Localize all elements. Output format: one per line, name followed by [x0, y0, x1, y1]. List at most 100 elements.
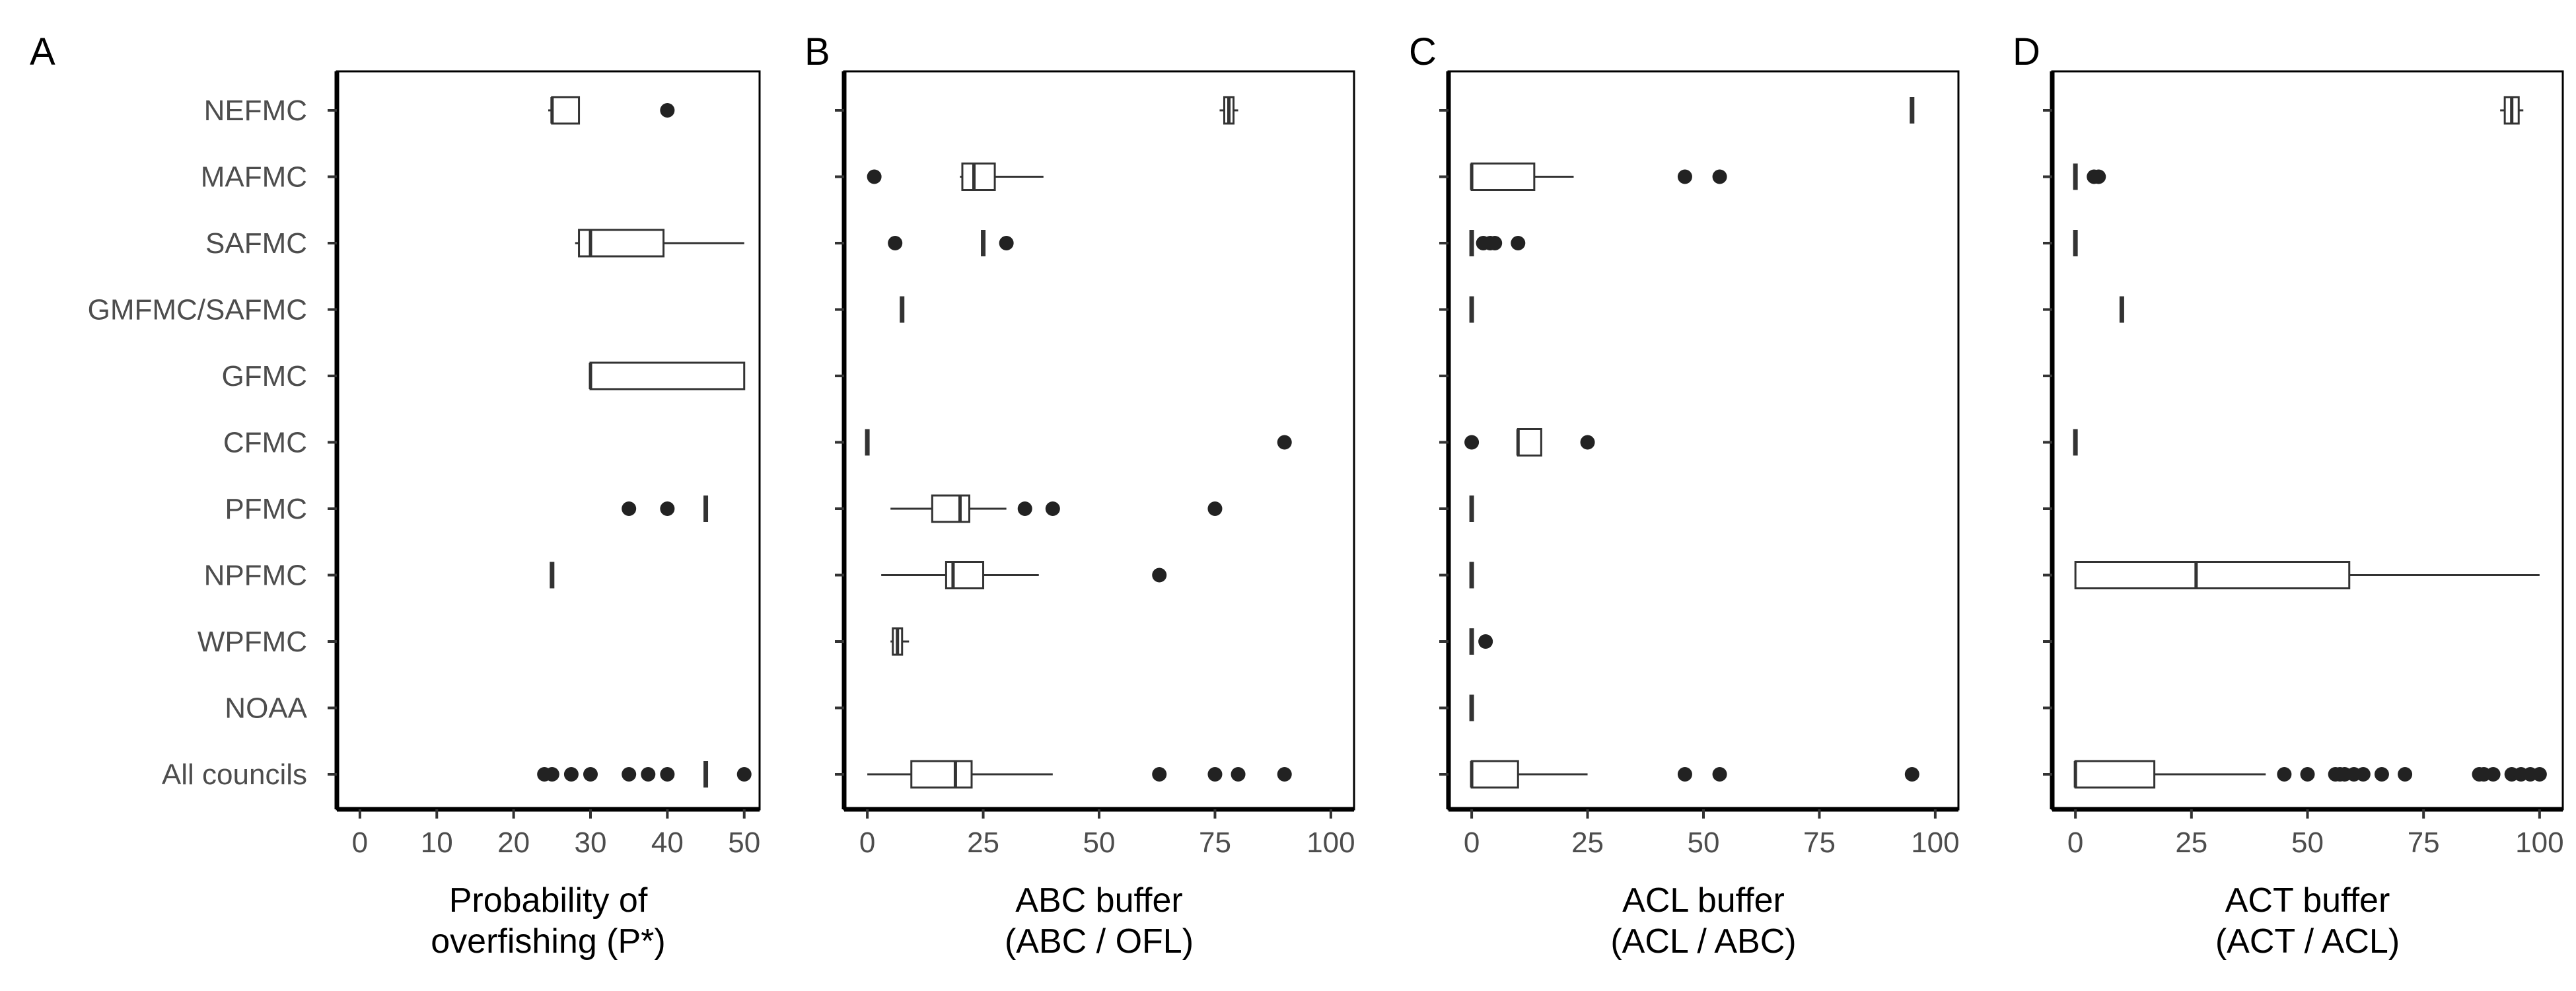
- outlier-point: [2091, 169, 2106, 184]
- outlier-point: [1152, 568, 1167, 583]
- box-b-mafmc: [867, 163, 1044, 191]
- outlier-point: [999, 236, 1014, 250]
- iqr-box: [2074, 760, 2156, 789]
- x-tick-label: 30: [575, 826, 607, 859]
- x-axis-title-line-1: ACL buffer: [1622, 881, 1785, 920]
- outlier-point: [1017, 501, 1032, 516]
- x-tick-label: 25: [2175, 826, 2207, 859]
- outlier-point: [660, 767, 675, 782]
- iqr-box: [961, 163, 996, 191]
- category-label-pfmc: PFMC: [225, 493, 307, 525]
- box-d-npfmc: [2074, 561, 2540, 589]
- outlier-point: [563, 767, 579, 782]
- x-tick-label: 0: [352, 826, 368, 859]
- panel-frame: [2051, 70, 2564, 811]
- box-a-all-councils: [537, 761, 752, 788]
- outlier-point: [867, 169, 882, 184]
- outlier-point: [1904, 767, 1919, 782]
- box-c-cfmc: [1464, 428, 1595, 457]
- category-label-cfmc: CFMC: [223, 427, 307, 459]
- x-tick-label: 25: [967, 826, 999, 859]
- x-tick-label: 50: [728, 826, 760, 859]
- outlier-point: [1511, 236, 1526, 250]
- x-tick-label: 50: [1688, 826, 1720, 859]
- outlier-point: [1712, 767, 1727, 782]
- x-tick-label: 100: [2515, 826, 2563, 859]
- outlier-point: [888, 236, 903, 250]
- iqr-box: [910, 760, 973, 789]
- box-a-gfmc: [589, 361, 746, 390]
- category-label-safmc: SAFMC: [205, 227, 307, 260]
- x-tick-label: 0: [1464, 826, 1480, 859]
- x-axis-title-line-2: (ABC / OFL): [1005, 922, 1194, 961]
- category-label-all-councils: All councils: [162, 758, 307, 791]
- iqr-box: [589, 361, 746, 390]
- outlier-point: [1712, 169, 1727, 184]
- box-a-safmc: [575, 229, 744, 258]
- outlier-point: [660, 103, 675, 118]
- x-axis-title-line-2: (ACT / ACL): [2215, 922, 2400, 961]
- outlier-point: [1045, 501, 1060, 516]
- outlier-point: [2398, 767, 2413, 782]
- x-tick-label: 40: [651, 826, 684, 859]
- outlier-point: [1277, 767, 1292, 782]
- box-c-all-councils: [1470, 760, 1919, 789]
- box-d-mafmc: [2073, 163, 2106, 190]
- x-axis-title-line-2: (ACL / ABC): [1610, 922, 1796, 961]
- outlier-point: [622, 501, 637, 516]
- outlier-point: [1677, 767, 1692, 782]
- category-label-gmfmc-safmc: GMFMC/SAFMC: [88, 294, 307, 326]
- x-tick-label: 20: [497, 826, 530, 859]
- outlier-point: [641, 767, 656, 782]
- x-tick-label: 100: [1911, 826, 1959, 859]
- category-label-npfmc: NPFMC: [204, 560, 307, 592]
- outlier-point: [1677, 169, 1692, 184]
- box-b-safmc: [888, 230, 1014, 256]
- x-axis-title-line-1: ACT buffer: [2225, 881, 2390, 920]
- iqr-box: [931, 494, 970, 523]
- outlier-point: [583, 767, 598, 782]
- box-b-pfmc: [890, 494, 1223, 523]
- x-tick-label: 10: [421, 826, 453, 859]
- outlier-point: [1464, 435, 1480, 450]
- iqr-box: [1470, 760, 1519, 789]
- box-b-all-councils: [867, 760, 1292, 789]
- iqr-box: [551, 96, 581, 125]
- outlier-point: [622, 767, 637, 782]
- outlier-point: [1580, 435, 1595, 450]
- x-tick-label: 0: [859, 826, 875, 859]
- outlier-point: [2374, 767, 2389, 782]
- panel-letter-d: D: [2013, 30, 2040, 73]
- box-c-safmc: [1469, 230, 1526, 256]
- outlier-point: [544, 767, 559, 782]
- outlier-point: [1207, 767, 1223, 782]
- outlier-point: [1277, 435, 1292, 450]
- x-tick-label: 75: [1199, 826, 1231, 859]
- panel-d: D 0 25 50 75 100 ACT buffer(ACT / ACL): [2013, 30, 2564, 961]
- box-d-all-councils: [2073, 760, 2547, 789]
- box-c-mafmc: [1470, 163, 1727, 191]
- outlier-point: [2355, 767, 2371, 782]
- outlier-point: [660, 501, 675, 516]
- x-tick-label: 25: [1571, 826, 1604, 859]
- panel-letter-c: C: [1409, 30, 1437, 73]
- box-b-wpfmc: [890, 627, 910, 656]
- outlier-point: [1152, 767, 1167, 782]
- x-tick-label: 75: [1803, 826, 1836, 859]
- outlier-point: [1207, 501, 1223, 516]
- outlier-point: [736, 767, 752, 782]
- box-d-nefmc: [2500, 96, 2524, 125]
- box-b-nefmc: [1219, 96, 1238, 125]
- x-tick-label: 50: [1083, 826, 1116, 859]
- box-a-nefmc: [548, 96, 675, 125]
- outlier-point: [2486, 767, 2501, 782]
- outlier-point: [2277, 767, 2292, 782]
- iqr-box: [1517, 428, 1542, 457]
- outlier-point: [1231, 767, 1246, 782]
- x-tick-label: 50: [2291, 826, 2324, 859]
- box-b-cfmc: [865, 429, 1292, 456]
- category-label-mafmc: MAFMC: [201, 161, 307, 194]
- iqr-box: [1470, 163, 1536, 191]
- panel-c: C 0 25 50 75 100 ACL buffer(ACL / ABC): [1409, 30, 1960, 961]
